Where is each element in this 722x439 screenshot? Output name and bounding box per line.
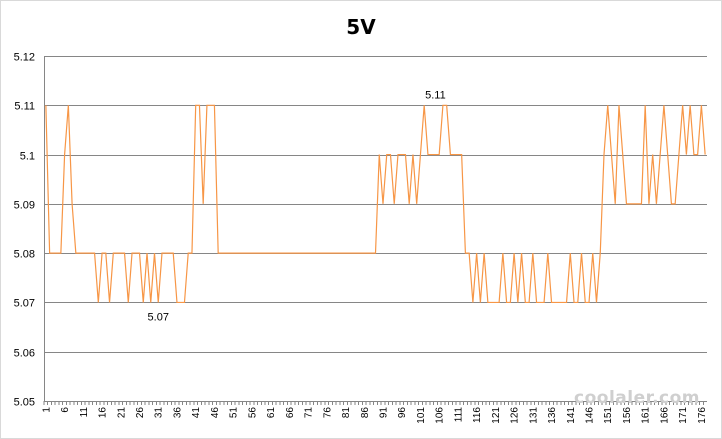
x-tick-label: 71: [304, 407, 315, 419]
x-tick-label: 11: [79, 407, 90, 418]
x-tick-label: 61: [266, 407, 277, 419]
x-tick-label: 156: [622, 407, 633, 424]
x-tick-label: 176: [697, 407, 708, 424]
x-tick-label: 51: [229, 407, 240, 419]
x-tick-label: 166: [659, 407, 670, 424]
x-tick-label: 161: [641, 407, 652, 424]
x-tick-label: 81: [341, 407, 352, 419]
x-tick-label: 121: [491, 407, 502, 424]
x-tick-label: 171: [678, 407, 689, 424]
x-tick-label: 31: [154, 407, 165, 419]
x-tick-label: 16: [98, 407, 109, 419]
gridlines: [44, 56, 707, 353]
y-tick-label: 5.05: [14, 397, 35, 409]
data-label-layer: 5.11 5.07: [148, 89, 446, 323]
x-tick-label: 46: [210, 407, 221, 419]
axes: [43, 56, 707, 405]
x-tick-label: 6: [60, 407, 71, 413]
x-tick-label: 41: [191, 407, 202, 419]
x-tick-label: 91: [378, 407, 389, 419]
y-tick-label: 5.08: [14, 249, 35, 261]
watermark-text: coolaler.com: [574, 388, 700, 408]
x-tick-label: 26: [135, 407, 146, 419]
watermark: coolaler.com: [574, 388, 700, 408]
y-tick-label: 5.07: [14, 298, 35, 310]
y-tick-label: 5.12: [14, 52, 35, 64]
x-tick-label: 141: [566, 407, 577, 424]
chart-title: 5V: [346, 15, 376, 39]
x-tick-label: 116: [472, 407, 483, 423]
x-tick-label: 101: [416, 407, 427, 424]
y-tick-label: 5.1: [20, 151, 35, 163]
y-tick-label: 5.09: [14, 200, 35, 212]
x-tick-label: 21: [116, 407, 127, 419]
y-tick-label: 5.06: [14, 348, 35, 360]
x-tick-label: 106: [435, 407, 446, 424]
x-tick-label: 86: [360, 407, 371, 419]
series-layer: [45, 104, 706, 304]
data-label: 5.07: [148, 311, 169, 323]
x-tick-label: 66: [285, 407, 296, 419]
x-tick-label: 36: [172, 407, 183, 419]
x-tick-label: 111: [453, 407, 464, 423]
series-line-5v: [45, 104, 706, 304]
x-tick-label: 126: [510, 407, 521, 424]
x-tick-label: 56: [247, 407, 258, 419]
x-tick-label: 76: [322, 407, 333, 419]
x-tick-label: 146: [585, 407, 596, 424]
x-tick-label: 151: [603, 407, 614, 424]
data-label: 5.11: [425, 89, 446, 101]
x-tick-label: 96: [397, 407, 408, 419]
x-tick-label: 1: [41, 407, 52, 413]
x-tick-label: 131: [528, 407, 539, 424]
x-axis-tick-labels: 1 6 11 16 21 26 31 36 41 46 51 56 61 66 71 76 81 86 91 96 10…: [41, 407, 708, 424]
y-tick-label: 5.11: [14, 101, 35, 113]
x-tick-label: 136: [547, 407, 558, 424]
y-axis-tick-labels: 5.05 5.06 5.07 5.08 5.09 5.1 5.11 5.12: [14, 52, 35, 409]
